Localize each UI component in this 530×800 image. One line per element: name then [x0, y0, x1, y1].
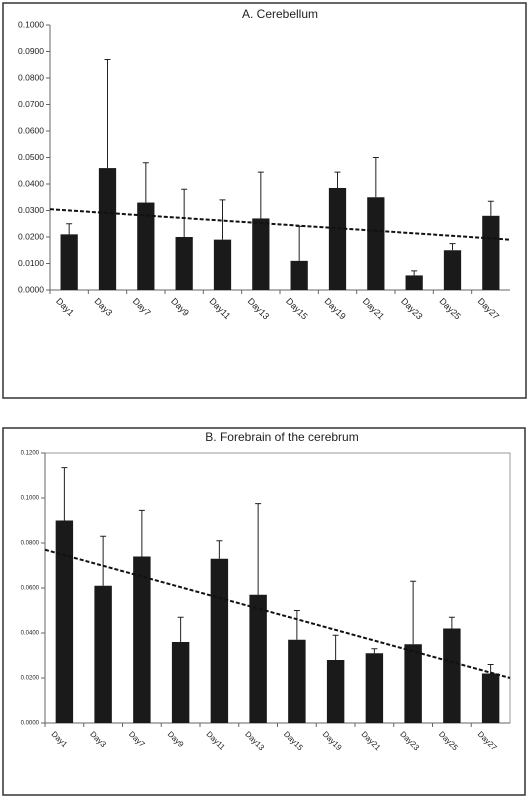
y-tick-label: 0.1000 — [18, 19, 44, 29]
y-tick-label: 0.0800 — [21, 541, 40, 547]
error-bar — [487, 200, 494, 216]
error-bar — [371, 648, 378, 654]
y-tick-label: 0.0200 — [18, 231, 44, 241]
y-tick-label: 0.0200 — [21, 676, 40, 682]
bar — [405, 275, 423, 290]
x-tick-label: Day1 — [54, 296, 76, 318]
x-tick-label: Day13 — [243, 730, 266, 753]
bar — [210, 558, 229, 723]
x-tick-label: Day13 — [246, 296, 271, 321]
y-tick-label: 0.0400 — [21, 631, 40, 637]
bar — [55, 520, 74, 723]
error-bar — [410, 580, 417, 645]
y-tick-label: 0.0800 — [18, 72, 44, 82]
bar — [481, 673, 500, 723]
y-tick-label: 0.0600 — [21, 586, 40, 592]
x-tick-label: Day23 — [399, 296, 424, 321]
x-tick-label: Day23 — [398, 730, 421, 753]
error-bar — [296, 225, 303, 261]
bar — [133, 556, 151, 723]
error-bar — [104, 58, 111, 169]
x-tick-label: Day7 — [127, 730, 147, 750]
error-bar — [142, 162, 149, 203]
panel-frame — [2, 2, 527, 399]
error-bar — [100, 535, 107, 586]
error-bar — [219, 199, 226, 240]
y-tick-label: 0.0000 — [21, 721, 40, 727]
x-tick-label: Day19 — [321, 730, 344, 753]
bar — [443, 628, 461, 723]
x-tick-label: Day15 — [282, 730, 305, 753]
x-tick-label: Day21 — [361, 296, 386, 321]
y-tick-label: 0.0500 — [18, 152, 44, 162]
error-bar — [334, 171, 341, 188]
panel-frame — [2, 427, 526, 796]
x-tick-label: Day21 — [359, 730, 382, 753]
error-bar — [411, 270, 418, 276]
error-bar — [177, 616, 184, 642]
bar — [404, 644, 422, 723]
y-tick-label: 0.1000 — [21, 496, 40, 502]
y-tick-label: 0.0900 — [18, 46, 44, 56]
bar — [60, 234, 78, 290]
bar — [98, 168, 117, 290]
bar — [213, 239, 232, 290]
bar — [137, 202, 155, 290]
bar — [94, 585, 112, 723]
y-tick-label: 0.0400 — [18, 178, 44, 188]
y-tick-label: 0.0100 — [18, 258, 44, 268]
bar — [443, 250, 462, 290]
trend-line — [49, 208, 511, 241]
chart-title: A. Cerebellum — [242, 7, 318, 21]
bar — [288, 639, 306, 723]
y-tick-label: 0.0600 — [18, 125, 44, 135]
x-tick-label: Day27 — [476, 296, 501, 321]
error-bar — [448, 616, 455, 629]
y-tick-label: 0.0000 — [18, 284, 44, 294]
bar — [367, 197, 385, 290]
x-tick-label: Day27 — [476, 730, 499, 753]
error-bar — [61, 467, 68, 521]
y-tick-label: 0.1200 — [21, 451, 40, 457]
plot-area — [44, 452, 511, 724]
x-tick-label: Day11 — [204, 730, 227, 753]
x-tick-label: Day15 — [284, 296, 309, 321]
error-bar — [216, 540, 223, 559]
error-bar — [332, 634, 339, 660]
bar — [171, 642, 190, 723]
error-bar — [66, 223, 73, 235]
x-tick-label: Day25 — [437, 730, 460, 753]
error-bar — [372, 157, 379, 198]
bar — [249, 594, 267, 723]
x-tick-label: Day19 — [322, 296, 347, 321]
error-bar — [293, 610, 300, 640]
error-bar — [257, 171, 264, 219]
x-tick-label: Day11 — [207, 296, 232, 321]
x-tick-label: Day9 — [169, 296, 191, 318]
x-tick-label: Day7 — [131, 296, 153, 318]
x-tick-label: Day3 — [92, 296, 114, 318]
error-bar — [181, 188, 188, 237]
bar — [175, 237, 193, 290]
x-tick-label: Day1 — [49, 730, 69, 750]
x-tick-label: Day25 — [437, 296, 462, 321]
bar — [328, 187, 347, 290]
y-tick-label: 0.0300 — [18, 205, 44, 215]
bar — [365, 653, 384, 723]
chart-title: B. Forebrain of the cerebrum — [205, 430, 358, 444]
x-tick-label: Day9 — [166, 730, 186, 750]
error-bar — [255, 503, 262, 595]
bar — [326, 660, 345, 723]
bar — [482, 215, 500, 290]
error-bar — [138, 509, 145, 557]
y-tick-label: 0.0700 — [18, 99, 44, 109]
trend-line — [44, 548, 511, 679]
error-bar — [449, 243, 456, 251]
bar — [252, 218, 270, 290]
bar — [290, 260, 308, 290]
x-tick-label: Day3 — [88, 730, 108, 750]
